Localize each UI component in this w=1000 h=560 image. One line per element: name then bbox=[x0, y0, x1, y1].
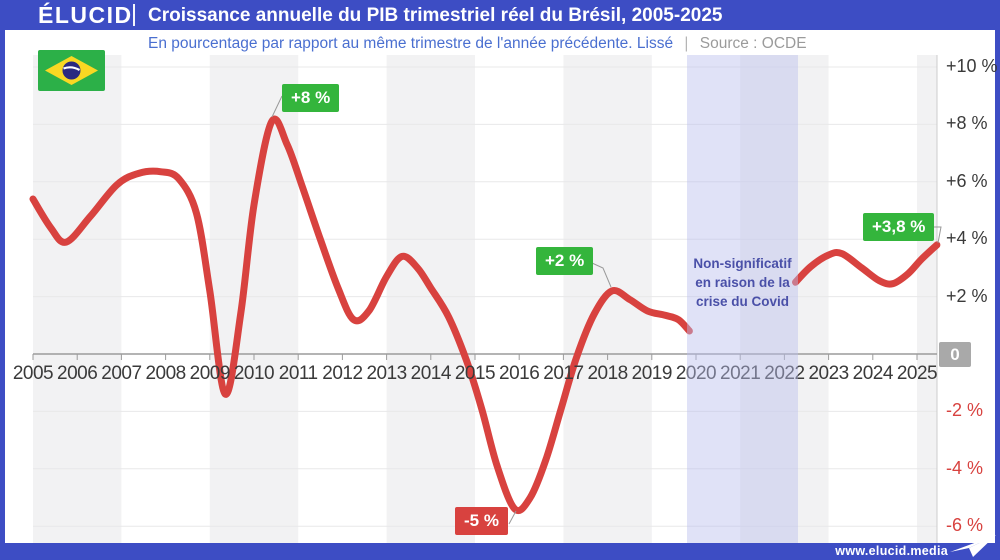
header-bar: ÉLUCID Croissance annuelle du PIB trimes… bbox=[0, 0, 1000, 30]
year-stripe bbox=[33, 55, 122, 543]
year-stripe bbox=[740, 55, 829, 543]
year-stripe bbox=[209, 55, 299, 543]
brazil-flag-icon bbox=[38, 50, 105, 91]
paper-plane-icon bbox=[950, 535, 996, 557]
left-edge-strip bbox=[0, 30, 5, 543]
covid-note-line: Non-significatif bbox=[693, 256, 792, 271]
year-stripe bbox=[917, 55, 937, 543]
covid-note-line: crise du Covid bbox=[695, 293, 790, 309]
subtitle-separator: | bbox=[684, 35, 689, 52]
covid-band: Non-significatif en raison de la crise d… bbox=[687, 55, 798, 543]
zero-axis-badge: 0 bbox=[939, 342, 971, 367]
brand-logo: ÉLUCID bbox=[38, 2, 133, 28]
footer-bar: www.elucid.media bbox=[0, 535, 1000, 560]
covid-note: Non-significatif en raison de la crise d… bbox=[687, 255, 798, 312]
footer-url[interactable]: www.elucid.media bbox=[835, 544, 948, 558]
subtitle-row: En pourcentage par rapport au même trime… bbox=[148, 30, 807, 57]
right-edge-strip bbox=[995, 30, 1000, 543]
gdp-line-pre-covid bbox=[29, 115, 693, 515]
year-stripe bbox=[386, 55, 475, 543]
gdp-line-post-covid bbox=[792, 241, 941, 288]
subtitle-text: En pourcentage par rapport au même trime… bbox=[148, 35, 674, 52]
covid-note-line: en raison de la bbox=[695, 274, 790, 290]
annotation-connector bbox=[508, 510, 517, 525]
annotation-connector bbox=[591, 262, 612, 288]
header-divider bbox=[133, 4, 135, 26]
annotation-connector bbox=[271, 95, 283, 118]
source-label: Source : OCDE bbox=[699, 35, 807, 52]
page-title: Croissance annuelle du PIB trimestriel r… bbox=[148, 5, 723, 26]
